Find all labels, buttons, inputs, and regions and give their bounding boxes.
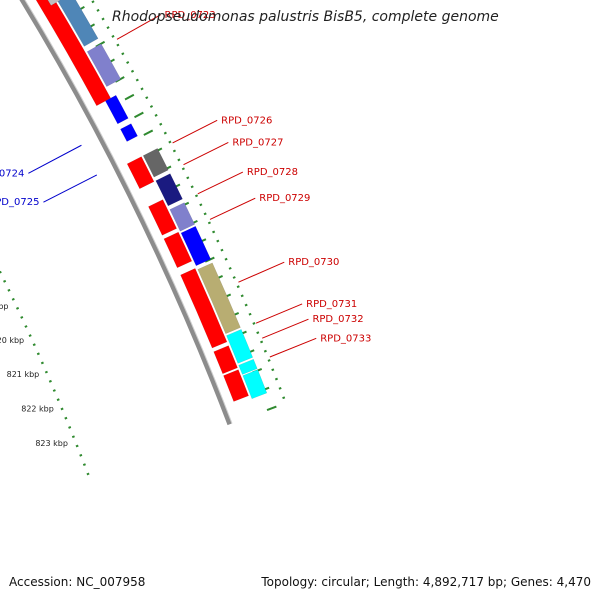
- leader-rpd_0728: [197, 171, 244, 195]
- feature-rpd_0729[interactable]: [180, 225, 212, 267]
- gene-label-rpd_0733[interactable]: RPD_0733: [320, 333, 371, 344]
- feature-rpd_0724[interactable]: [105, 94, 129, 125]
- track-tick: [124, 93, 135, 101]
- gene-label-rpd_0730[interactable]: RPD_0730: [288, 257, 339, 268]
- leader-rpd_0733: [269, 337, 317, 358]
- leader-rpd_0727: [183, 141, 229, 166]
- leader-rpd_0724: [28, 144, 82, 174]
- feature-cds-3[interactable]: [163, 231, 193, 269]
- backbone-highlight: [24, 0, 233, 424]
- track-tick: [266, 405, 277, 412]
- tick-label-823: 823 kbp: [35, 439, 68, 448]
- feature-tracks: [19, 0, 268, 402]
- track-tick: [134, 111, 144, 119]
- gene-label-rpd_0729[interactable]: RPD_0729: [259, 193, 310, 204]
- gene-label-rpd_0724[interactable]: RPD_0724: [0, 168, 24, 179]
- feature-rpd_0733[interactable]: [242, 369, 268, 400]
- feature-rev-17[interactable]: [19, 0, 62, 6]
- feature-rpd_0728[interactable]: [169, 202, 195, 232]
- gene-label-rpd_0728[interactable]: RPD_0728: [247, 167, 298, 178]
- genome-summary: Topology: circular; Length: 4,892,717 bp…: [261, 575, 591, 589]
- gene-labels[interactable]: RPD_0722RPD_0723RPD_0726RPD_0727RPD_0728…: [0, 0, 371, 358]
- genome-backbone: [19, 0, 233, 426]
- leader-rpd_0731: [255, 303, 303, 324]
- feature-cds-1[interactable]: [126, 156, 155, 190]
- feature-rpd_0725[interactable]: [120, 123, 138, 142]
- feature-rpd_0723[interactable]: [86, 43, 122, 87]
- feature-rpd_0726[interactable]: [142, 148, 169, 178]
- backbone-arc: [19, 0, 232, 426]
- feature-cds-5[interactable]: [213, 345, 238, 375]
- feature-rpd_0727[interactable]: [155, 173, 183, 207]
- leader-rpd_0725: [43, 174, 98, 203]
- leader-rpd_0726: [172, 119, 218, 144]
- gene-label-rpd_0732[interactable]: RPD_0732: [312, 314, 363, 325]
- gene-label-rpd_0731[interactable]: RPD_0731: [306, 299, 357, 310]
- map-title: Rhodopseudomonas palustris BisB5, comple…: [112, 9, 499, 25]
- tick-label-821: 821 kbp: [7, 370, 40, 379]
- tick-label-819: 819 kbp: [0, 302, 8, 311]
- track-tick: [143, 129, 154, 136]
- gene-label-rpd_0723[interactable]: RPD_0723: [165, 10, 216, 21]
- leader-rpd_0732: [262, 318, 309, 339]
- feature-rpd_0722[interactable]: [38, 0, 99, 47]
- gene-label-rpd_0725[interactable]: RPD_0725: [0, 197, 39, 208]
- feature-cds-6[interactable]: [223, 369, 249, 402]
- accession-text: Accession: NC_007958: [9, 575, 146, 589]
- scale-ticks: 812 kbp813 kbp814 kbp815 kbp816 kbp817 k…: [0, 5, 277, 479]
- feature-rpd_0731[interactable]: [226, 329, 254, 364]
- track-tick: [204, 256, 215, 263]
- tick-label-822: 822 kbp: [21, 404, 54, 413]
- gene-label-rpd_0726[interactable]: RPD_0726: [221, 115, 272, 126]
- leader-rpd_0723: [116, 14, 161, 40]
- feature-cds-2[interactable]: [148, 199, 177, 236]
- inner-dotted-ring: [0, 269, 91, 479]
- leader-rpd_0730: [238, 261, 285, 283]
- feature-cds-4[interactable]: [180, 268, 228, 349]
- feature-rpd_0730[interactable]: [197, 262, 241, 335]
- tick-label-820: 820 kbp: [0, 336, 24, 345]
- gene-label-rpd_0727[interactable]: RPD_0727: [232, 137, 283, 148]
- leader-rpd_0729: [209, 197, 256, 220]
- feature-rpd_0732[interactable]: [238, 358, 258, 375]
